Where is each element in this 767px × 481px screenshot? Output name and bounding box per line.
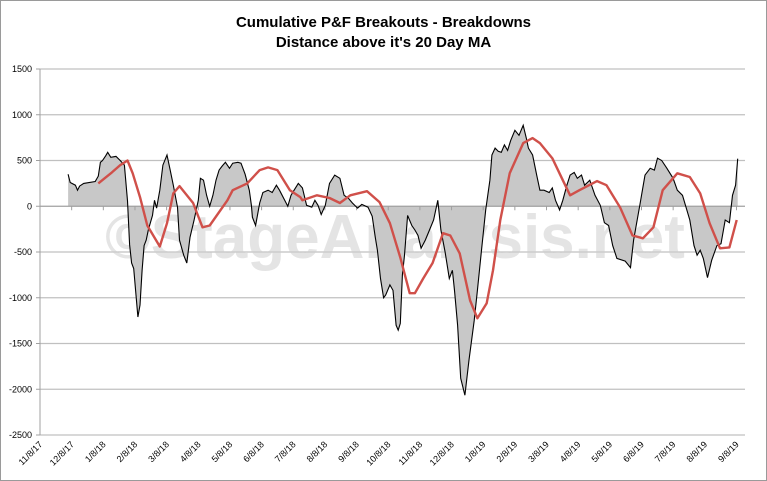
y-tick-label: -1000 [9,293,32,303]
x-tick-label: 9/8/18 [336,439,361,464]
y-tick-label: 0 [27,201,32,211]
x-tick-label: 4/8/19 [558,439,583,464]
x-tick-label: 2/8/19 [495,439,520,464]
y-tick-label: -2500 [9,430,32,440]
chart-title: Cumulative P&F Breakouts - Breakdowns [235,14,532,31]
x-tick-label: 4/8/18 [178,439,203,464]
x-tick-label: 8/8/18 [305,439,330,464]
x-tick-label: 3/8/18 [146,439,171,464]
x-tick-label: 12/8/18 [428,439,456,467]
y-tick-label: -2000 [9,384,32,394]
chart-subtitle: Distance above it's 20 Day MA [275,34,492,51]
x-tick-label: 5/8/18 [210,439,235,464]
x-tick-label: 11/8/17 [17,439,45,467]
x-tick-label: 9/8/19 [716,439,741,464]
y-axis: 1500 1000 500 0 -500 -1000 -1500 -2000 -2500 [9,64,41,440]
x-tick-label: 11/8/18 [396,439,424,467]
y-tick-label: 1000 [12,110,32,120]
y-tick-label: 500 [17,156,32,166]
y-tick-label: -500 [14,247,32,257]
x-tick-label: 10/8/18 [364,439,392,467]
x-tick-label: 12/8/17 [48,439,76,467]
x-tick-label: 2/8/18 [115,439,140,464]
series-line [67,123,739,396]
x-tick-label: 7/8/19 [653,439,678,464]
x-tick-label: 8/8/19 [684,439,709,464]
y-tick-label: -1500 [9,339,32,349]
y-tick-label: 1500 [12,64,32,74]
x-tick-label: 7/8/18 [273,439,298,464]
ma-line [97,136,738,320]
x-tick-label: 5/8/19 [589,439,614,464]
x-tick-label: 3/8/19 [526,439,551,464]
x-tick-label: 1/8/18 [83,439,108,464]
x-tick-label: 6/8/18 [241,439,266,464]
x-tick-label: 1/8/19 [463,439,488,464]
series-area-fill [68,125,738,396]
x-tick-label: 6/8/19 [621,439,646,464]
